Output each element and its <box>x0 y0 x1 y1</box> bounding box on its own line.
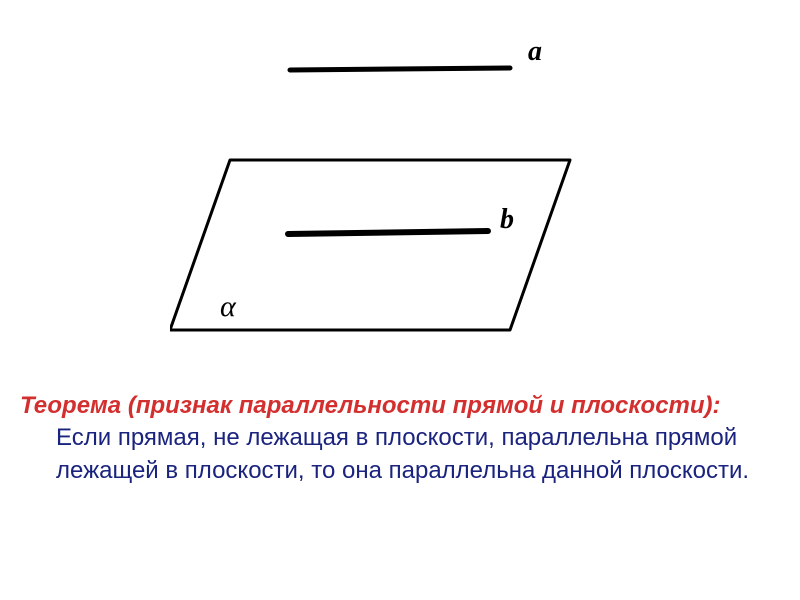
line-b <box>288 231 488 234</box>
slide-canvas: a b α Теорема (признак параллельности пр… <box>0 0 800 600</box>
theorem-title: Теорема <box>20 392 128 419</box>
label-alpha: α <box>220 290 237 323</box>
theorem-body: Если прямая, не лежащая в плоскости, пар… <box>56 424 749 483</box>
label-a: a <box>528 36 542 67</box>
label-b: b <box>500 204 514 235</box>
theorem-subtitle: (признак параллельности прямой и плоскос… <box>128 392 721 419</box>
geometry-diagram: a b α <box>170 20 630 360</box>
theorem-text: Теорема (признак параллельности прямой и… <box>20 390 780 487</box>
line-a <box>290 68 510 70</box>
